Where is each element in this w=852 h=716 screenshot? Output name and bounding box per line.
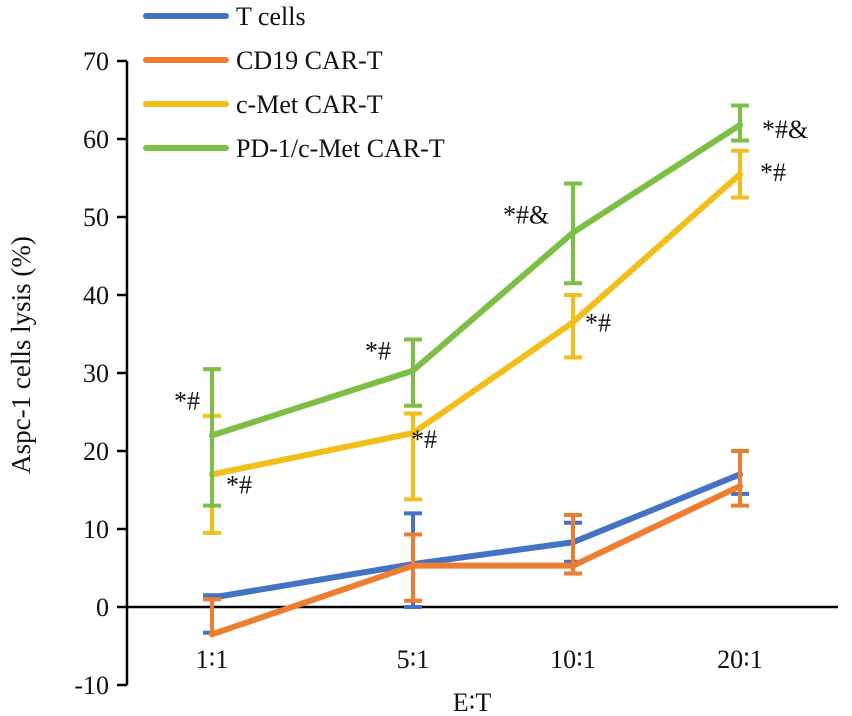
- legend-item: c-Met CAR-T: [143, 90, 383, 119]
- legend-label: c-Met CAR-T: [236, 90, 383, 119]
- x-tick-label: 10∶1: [550, 645, 596, 674]
- legend-label: T cells: [236, 2, 306, 31]
- x-tick-label: 1∶1: [196, 645, 229, 674]
- data-point: [570, 319, 576, 326]
- legend-label: PD-1/c-Met CAR-T: [236, 134, 445, 163]
- series-c-met-car-t: *# *# *# *#: [203, 148, 786, 535]
- data-point: [570, 229, 576, 236]
- data-point: [410, 430, 416, 437]
- data-point: [570, 562, 576, 569]
- series-line: [209, 121, 743, 439]
- data-point: [410, 562, 416, 569]
- legend-item: CD19 CAR-T: [143, 46, 383, 75]
- data-point: [737, 121, 743, 128]
- significance-annotation: *#: [226, 470, 252, 499]
- significance-annotation: *#&: [503, 201, 549, 230]
- data-point: [410, 367, 416, 374]
- series-layer: *# *# *# *# *# *# *#& *#&: [174, 103, 808, 638]
- legend-label: CD19 CAR-T: [236, 46, 383, 75]
- series-cd19-car-t: [203, 449, 749, 638]
- y-tick-label: 30: [83, 359, 109, 388]
- significance-annotation: *#: [174, 386, 200, 415]
- legend-item: T cells: [143, 2, 306, 31]
- series-line: [209, 471, 743, 601]
- legend: T cells CD19 CAR-T c-Met CAR-T PD-1/c-Met C…: [143, 2, 445, 163]
- x-axis-title: E∶T: [453, 688, 492, 716]
- y-tick-label: 70: [83, 47, 109, 76]
- data-point: [737, 171, 743, 178]
- axis-labels: 1∶1 5∶1 10∶1 20∶1 E∶T Aspc-1 cells lysis (%): [6, 236, 763, 716]
- significance-annotation: *#: [760, 158, 786, 187]
- series-line: [209, 171, 743, 478]
- y-tick-label: 50: [83, 203, 109, 232]
- y-tick-label: 0: [96, 593, 109, 622]
- series-pd-1-c-met-car-t: *# *# *#& *#&: [174, 103, 808, 508]
- series-t-cells: [203, 449, 749, 635]
- significance-annotation: *#: [365, 337, 391, 366]
- data-point: [209, 631, 215, 638]
- series-line: [209, 483, 743, 638]
- y-axis: -10 0 10 20 30 40 50 60 70: [74, 47, 129, 700]
- y-tick-label: -10: [74, 671, 109, 700]
- y-axis-title: Aspc-1 cells lysis (%): [6, 236, 36, 474]
- y-tick-label: 10: [83, 515, 109, 544]
- significance-annotation: *#&: [762, 115, 808, 144]
- y-tick-label: 20: [83, 437, 109, 466]
- significance-annotation: *#: [411, 425, 437, 454]
- y-tick-label: 60: [83, 125, 109, 154]
- legend-item: PD-1/c-Met CAR-T: [143, 134, 445, 163]
- data-point: [209, 432, 215, 439]
- significance-annotation: *#: [585, 308, 611, 337]
- y-tick-label: 40: [83, 281, 109, 310]
- x-tick-label: 5∶1: [397, 645, 430, 674]
- data-point: [737, 483, 743, 490]
- x-tick-label: 20∶1: [717, 645, 763, 674]
